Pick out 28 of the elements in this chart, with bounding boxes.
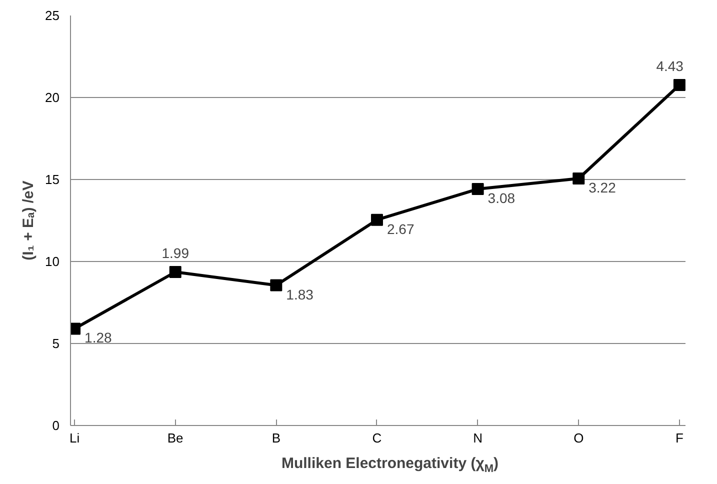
point — [370, 214, 383, 226]
x-tick-label: O — [574, 430, 584, 446]
x-tick-label: F — [675, 430, 684, 446]
x-tick-label: C — [372, 430, 382, 446]
point — [572, 172, 585, 185]
point — [472, 183, 484, 196]
x-axis-title: Mulliken Electronegativity (χ$_{M}$) — [281, 454, 499, 477]
y-tick-label: 0 — [52, 418, 60, 433]
y-tick-label: 20 — [45, 90, 60, 105]
annotation: 3.08 — [488, 190, 516, 206]
point — [673, 79, 686, 92]
x-tick-label: Be — [167, 430, 184, 446]
annotation: 1.28 — [84, 330, 112, 346]
y-tick-label: 25 — [45, 8, 60, 23]
y-tick-label: 10 — [45, 254, 60, 269]
x-tick-label: N — [473, 430, 483, 446]
x-tick-label: Li — [69, 430, 80, 446]
y-tick-label: 5 — [52, 336, 60, 351]
annotation: 4.43 — [656, 58, 684, 74]
x-tick-label: B — [272, 430, 281, 446]
y-tick-label: 15 — [45, 172, 60, 187]
annotation: 2.67 — [386, 220, 414, 237]
y-axis-title: (I₁ + Eₐ) /eV — [20, 180, 38, 260]
annotation: 1.99 — [162, 244, 190, 261]
point — [270, 279, 282, 292]
annotation: 1.83 — [286, 286, 314, 302]
point — [169, 266, 182, 278]
annotation: 3.22 — [588, 180, 616, 196]
